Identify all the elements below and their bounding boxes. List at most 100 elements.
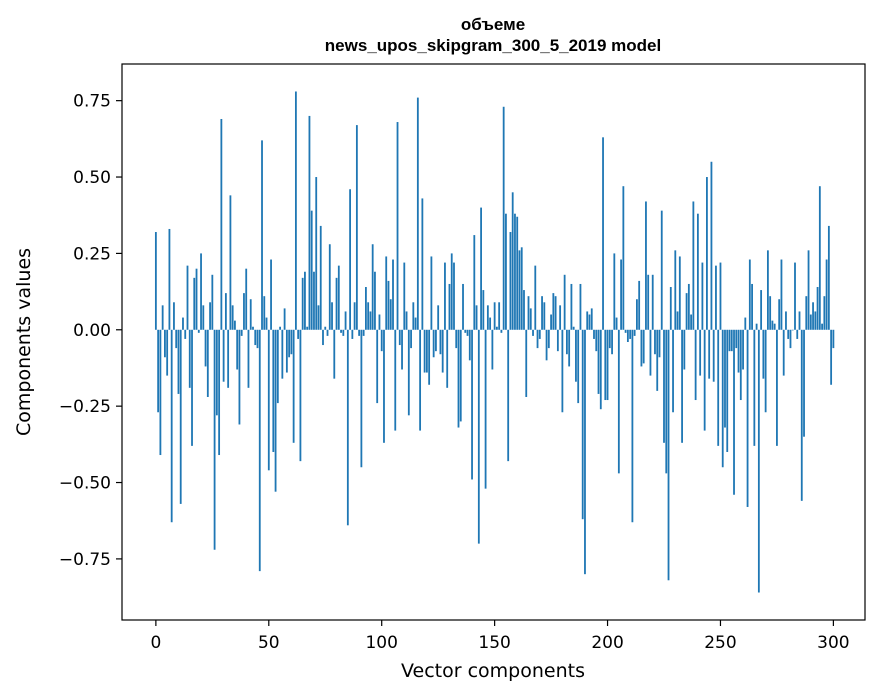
bar-component-105 — [392, 259, 394, 330]
bar-component-26 — [213, 329, 216, 550]
bar-component-241 — [699, 329, 702, 376]
bar-component-1 — [157, 329, 160, 413]
bar-component-293 — [816, 287, 819, 330]
bar-component-212 — [633, 329, 636, 336]
bar-component-257 — [735, 329, 738, 349]
bar-component-259 — [739, 329, 742, 401]
bar-component-174 — [547, 329, 550, 349]
bar-component-79 — [333, 329, 336, 379]
bar-component-187 — [577, 329, 580, 404]
bar-component-132 — [453, 262, 455, 330]
bar-component-54 — [276, 329, 279, 404]
bar-component-292 — [814, 311, 817, 330]
bar-component-238 — [692, 201, 695, 330]
bar-component-232 — [678, 256, 681, 330]
bar-component-48 — [263, 296, 266, 330]
x-tick-label: 100 — [365, 633, 397, 653]
y-tick-label: 0.00 — [73, 321, 111, 341]
bar-component-17 — [193, 277, 196, 330]
bar-component-189 — [581, 329, 584, 520]
bar-component-157 — [509, 232, 512, 330]
bar-component-261 — [744, 317, 747, 330]
bar-component-221 — [654, 329, 656, 355]
bar-component-290 — [809, 314, 812, 330]
bar-component-271 — [766, 250, 769, 330]
bar-component-248 — [715, 265, 717, 330]
bar-component-191 — [586, 311, 589, 330]
bar-component-176 — [552, 293, 555, 330]
bar-component-10 — [177, 329, 180, 394]
bar-component-51 — [270, 259, 272, 330]
bar-component-268 — [760, 290, 763, 330]
bar-component-253 — [726, 329, 729, 452]
bar-component-264 — [751, 283, 753, 330]
bar-component-92 — [362, 329, 365, 336]
bar-component-95 — [369, 311, 372, 330]
bar-component-201 — [608, 329, 611, 349]
bar-component-93 — [365, 287, 367, 330]
plot-frame — [121, 63, 866, 621]
bar-component-83 — [342, 329, 345, 336]
bar-component-50 — [267, 329, 270, 471]
bar-component-229 — [672, 329, 674, 413]
bar-component-206 — [620, 259, 622, 330]
bar-component-13 — [184, 329, 187, 339]
bar-component-52 — [272, 329, 275, 452]
bar-component-219 — [649, 329, 652, 376]
bar-component-35 — [234, 320, 236, 330]
bar-component-110 — [403, 262, 406, 330]
bar-component-172 — [543, 302, 546, 330]
bar-component-78 — [331, 302, 333, 330]
bar-component-68 — [308, 115, 311, 330]
x-tick-label: 50 — [258, 633, 280, 653]
bar-component-216 — [642, 329, 645, 364]
bar-component-117 — [419, 329, 422, 431]
bar-component-113 — [410, 329, 412, 349]
chart-title-line-1: объеме — [461, 15, 525, 34]
bar-component-2 — [159, 329, 162, 456]
bar-component-127 — [441, 329, 444, 373]
bar-component-279 — [785, 311, 787, 330]
bar-component-214 — [638, 280, 641, 330]
bar-component-151 — [495, 326, 498, 330]
bar-component-24 — [209, 302, 211, 330]
bar-component-148 — [489, 317, 492, 330]
bar-component-178 — [556, 329, 559, 352]
bar-component-160 — [516, 216, 519, 330]
bar-component-123 — [432, 329, 435, 358]
bar-component-137 — [464, 329, 467, 333]
bar-component-25 — [211, 274, 214, 330]
bar-component-197 — [599, 329, 602, 410]
bar-component-152 — [498, 302, 501, 330]
bar-component-269 — [762, 329, 765, 379]
bar-component-16 — [191, 329, 193, 446]
bar-component-6 — [168, 228, 171, 330]
bar-component-185 — [572, 326, 575, 330]
bar-component-183 — [568, 329, 571, 367]
bar-component-76 — [326, 329, 329, 336]
bar-component-70 — [313, 271, 315, 330]
bar-component-173 — [545, 329, 548, 361]
bar-component-295 — [821, 323, 823, 330]
bar-component-100 — [380, 329, 383, 352]
bar-component-275 — [776, 329, 778, 446]
bar-component-169 — [536, 329, 539, 349]
bar-component-199 — [604, 329, 607, 401]
bar-component-55 — [279, 326, 281, 330]
bar-component-192 — [588, 314, 591, 330]
bar-component-102 — [385, 256, 388, 330]
bar-component-91 — [360, 329, 363, 468]
bar-component-156 — [507, 329, 510, 462]
bar-component-218 — [647, 274, 650, 330]
bar-component-281 — [789, 329, 792, 349]
bar-component-231 — [676, 311, 679, 330]
bar-component-57 — [283, 308, 286, 330]
bar-component-171 — [541, 296, 543, 330]
bar-component-34 — [231, 305, 234, 330]
bar-component-18 — [195, 268, 198, 330]
bar-component-244 — [706, 177, 708, 330]
bar-component-224 — [660, 210, 663, 330]
bar-component-297 — [825, 259, 828, 330]
y-axis-label: Components values — [13, 248, 35, 436]
bar-component-73 — [319, 225, 322, 330]
